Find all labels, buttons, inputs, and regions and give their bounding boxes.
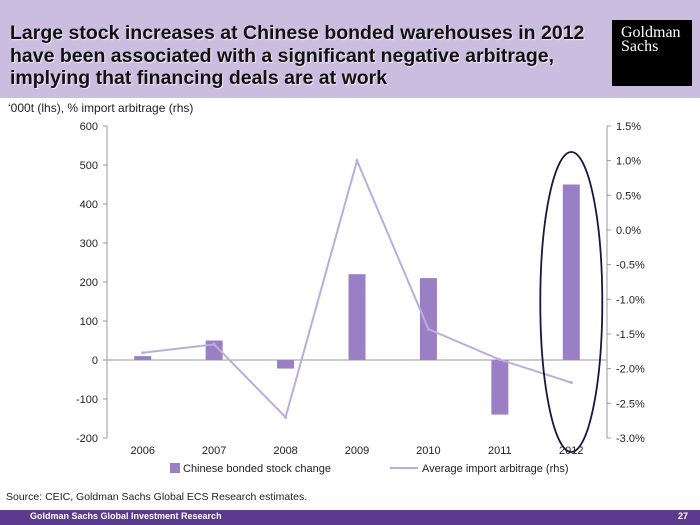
right-tick-label: -1.0% [616,294,645,306]
title-banner: Large stock increases at Chinese bonded … [0,0,700,98]
right-tick-label: 0.5% [616,190,641,202]
left-tick-label: 500 [80,160,98,172]
slide-title: Large stock increases at Chinese bonded … [10,22,585,89]
arbitrage-point-2010 [426,327,430,331]
right-tick-label: 0.0% [616,225,641,237]
x-tick-label: 2010 [416,445,440,457]
legend-bar-swatch [170,463,180,473]
arbitrage-point-2011 [498,358,502,362]
bar-2010 [419,278,437,360]
right-tick-label: 1.5% [616,121,641,133]
arbitrage-point-2006 [141,351,145,355]
page-number: 27 [677,511,688,521]
right-tick-label: -2.0% [616,364,645,376]
left-tick-label: 400 [80,199,98,211]
arbitrage-point-2007 [212,342,216,346]
bar-2011 [491,360,509,415]
arbitrage-point-2008 [284,415,288,419]
bar-2006 [134,356,152,360]
x-tick-label: 2007 [202,445,226,457]
left-tick-label: 100 [80,316,98,328]
left-tick-label: -100 [76,394,98,406]
left-tick-label: 200 [80,277,98,289]
left-tick-label: 600 [80,121,98,133]
x-tick-label: 2008 [273,445,297,457]
left-tick-label: 0 [92,355,98,367]
legend-bar-label: Chinese bonded stock change [183,463,331,475]
bonded-stock-chart: -200 -100 0 100 200 300 400 500 600 -3.0% -2.5% -2.… [76,121,645,475]
right-tick-label: 1.0% [616,156,641,168]
right-tick-label: -0.5% [616,260,645,272]
logo-line-2: Sachs [621,38,659,55]
units-label: ‘000t (lhs), % import arbitrage (rhs) [8,101,194,115]
x-tick-label: 2009 [345,445,369,457]
legend-line-label: Average import arbitrage (rhs) [422,463,569,475]
source-note: Source: CEIC, Goldman Sachs Global ECS R… [6,491,308,503]
bar-2008 [277,360,295,369]
right-tick-label: -2.5% [616,398,645,410]
highlight-ellipse [539,151,604,453]
arbitrage-point-2012 [569,381,573,385]
right-tick-label: -3.0% [616,433,645,445]
footer-bar: Goldman Sachs Global Investment Research… [0,510,700,525]
goldman-sachs-logo: Goldman Sachs [612,20,692,86]
right-tick-label: -1.5% [616,329,645,341]
left-tick-label: -200 [76,433,98,445]
left-tick-label: 300 [80,238,98,250]
bar-2012 [562,184,580,360]
bar-2009 [348,274,366,360]
footer-text: Goldman Sachs Global Investment Research [30,511,222,521]
x-tick-label: 2011 [488,445,512,457]
logo-line-1: Goldman [621,24,681,41]
arbitrage-point-2009 [355,159,359,163]
x-tick-label: 2006 [130,445,154,457]
